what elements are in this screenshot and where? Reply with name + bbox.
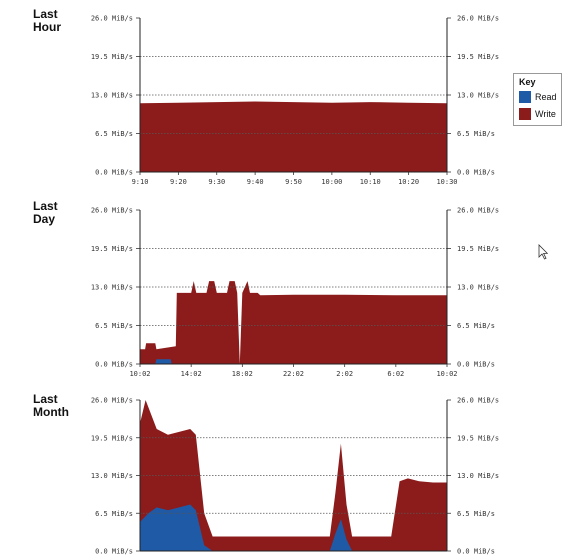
- y-tick-left-hour-3: 19.5 MiB/s: [91, 53, 133, 61]
- legend-item-read: Read: [519, 91, 557, 103]
- legend-swatch-write: [519, 108, 531, 120]
- y-tick-left-month-3: 19.5 MiB/s: [91, 434, 133, 442]
- x-tick-hour-4: 9:50: [285, 178, 302, 186]
- mouse-cursor-icon: [538, 244, 549, 265]
- y-tick-left-day-3: 19.5 MiB/s: [91, 245, 133, 253]
- legend-item-write: Write: [519, 108, 556, 120]
- legend-label-read: Read: [535, 92, 557, 102]
- y-tick-right-day-3: 19.5 MiB/s: [457, 245, 499, 253]
- row-label-hour: Last Hour: [33, 7, 61, 34]
- y-tick-right-day-1: 6.5 MiB/s: [457, 322, 495, 330]
- y-tick-right-hour-3: 19.5 MiB/s: [457, 53, 499, 61]
- y-tick-right-hour-4: 26.0 MiB/s: [457, 15, 499, 23]
- y-tick-left-month-0: 0.0 MiB/s: [95, 548, 133, 556]
- area-read-month: [140, 504, 447, 551]
- y-tick-right-hour-0: 0.0 MiB/s: [457, 169, 495, 177]
- y-tick-left-hour-1: 6.5 MiB/s: [95, 130, 133, 138]
- x-tick-hour-1: 9:20: [170, 178, 187, 186]
- x-tick-hour-7: 10:20: [398, 178, 419, 186]
- x-tick-hour-2: 9:30: [208, 178, 225, 186]
- y-tick-left-month-4: 26.0 MiB/s: [91, 397, 133, 405]
- x-tick-day-2: 18:02: [232, 370, 253, 378]
- y-tick-left-hour-4: 26.0 MiB/s: [91, 15, 133, 23]
- row-label-month: Last Month: [33, 392, 69, 419]
- y-tick-left-hour-2: 13.0 MiB/s: [91, 92, 133, 100]
- y-tick-right-month-2: 13.0 MiB/s: [457, 472, 499, 480]
- y-tick-left-day-1: 6.5 MiB/s: [95, 322, 133, 330]
- y-tick-right-day-0: 0.0 MiB/s: [457, 361, 495, 369]
- x-tick-day-3: 22:02: [283, 370, 304, 378]
- area-write-day: [140, 281, 447, 364]
- y-tick-left-day-4: 26.0 MiB/s: [91, 207, 133, 215]
- y-tick-left-month-2: 13.0 MiB/s: [91, 472, 133, 480]
- legend-key: Key Read Write: [513, 73, 562, 126]
- y-tick-left-day-0: 0.0 MiB/s: [95, 361, 133, 369]
- x-tick-day-6: 10:02: [436, 370, 457, 378]
- legend-label-write: Write: [535, 109, 556, 119]
- x-tick-hour-8: 10:30: [436, 178, 457, 186]
- x-tick-day-1: 14:02: [181, 370, 202, 378]
- x-tick-hour-5: 10:00: [321, 178, 342, 186]
- row-label-day: Last Day: [33, 199, 58, 226]
- y-tick-left-month-1: 6.5 MiB/s: [95, 510, 133, 518]
- area-write-hour: [140, 101, 447, 172]
- x-tick-day-4: 2:02: [336, 370, 353, 378]
- legend-swatch-read: [519, 91, 531, 103]
- y-tick-right-month-1: 6.5 MiB/s: [457, 510, 495, 518]
- x-tick-hour-3: 9:40: [247, 178, 264, 186]
- y-tick-right-month-0: 0.0 MiB/s: [457, 548, 495, 556]
- x-tick-day-5: 6:02: [387, 370, 404, 378]
- x-tick-hour-0: 9:10: [132, 178, 149, 186]
- x-tick-day-0: 10:02: [129, 370, 150, 378]
- y-tick-right-month-4: 26.0 MiB/s: [457, 397, 499, 405]
- y-tick-left-hour-0: 0.0 MiB/s: [95, 169, 133, 177]
- y-tick-right-day-2: 13.0 MiB/s: [457, 284, 499, 292]
- x-tick-hour-6: 10:10: [360, 178, 381, 186]
- y-tick-right-hour-1: 6.5 MiB/s: [457, 130, 495, 138]
- y-tick-right-hour-2: 13.0 MiB/s: [457, 92, 499, 100]
- y-tick-right-day-4: 26.0 MiB/s: [457, 207, 499, 215]
- legend-title: Key: [519, 77, 536, 87]
- y-tick-right-month-3: 19.5 MiB/s: [457, 434, 499, 442]
- y-tick-left-day-2: 13.0 MiB/s: [91, 284, 133, 292]
